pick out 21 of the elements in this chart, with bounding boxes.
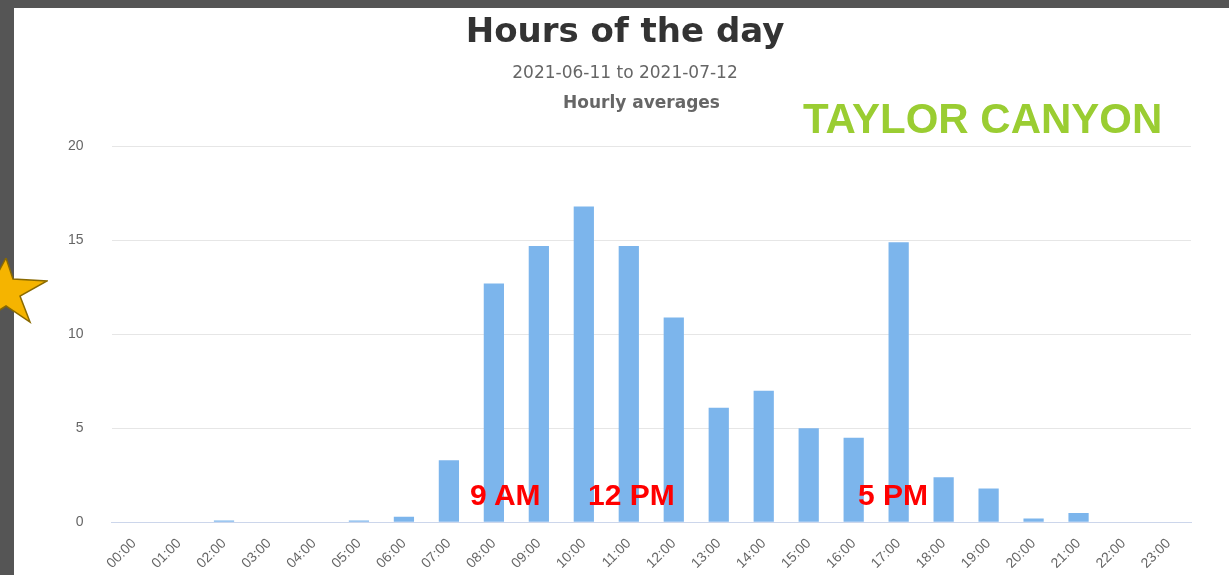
bar bbox=[708, 407, 729, 522]
y-tick-label: 10 bbox=[67, 325, 84, 342]
text: Hourly averages bbox=[563, 92, 720, 112]
bar bbox=[438, 460, 460, 522]
annotation: 12 PM bbox=[588, 478, 675, 512]
bar bbox=[393, 516, 415, 522]
bar bbox=[1068, 512, 1089, 522]
y-tick-label: 20 bbox=[67, 137, 84, 154]
annotation: 5 PM bbox=[858, 478, 929, 512]
chart-subtitle: 2021-06-11 to 2021-07-12 bbox=[511, 62, 739, 82]
chart-title: Hours of the day bbox=[464, 10, 786, 50]
bar bbox=[753, 390, 774, 522]
bar bbox=[978, 488, 999, 522]
bar bbox=[798, 428, 819, 522]
text: TAYLOR CANYON bbox=[803, 95, 1163, 143]
y-tick-label: 0 bbox=[75, 513, 84, 530]
bar bbox=[933, 477, 954, 522]
y-tick-label: 15 bbox=[67, 231, 84, 248]
bar bbox=[1023, 518, 1044, 522]
y-tick-label: 5 bbox=[75, 419, 84, 436]
annotation: 9 AM bbox=[470, 478, 541, 512]
